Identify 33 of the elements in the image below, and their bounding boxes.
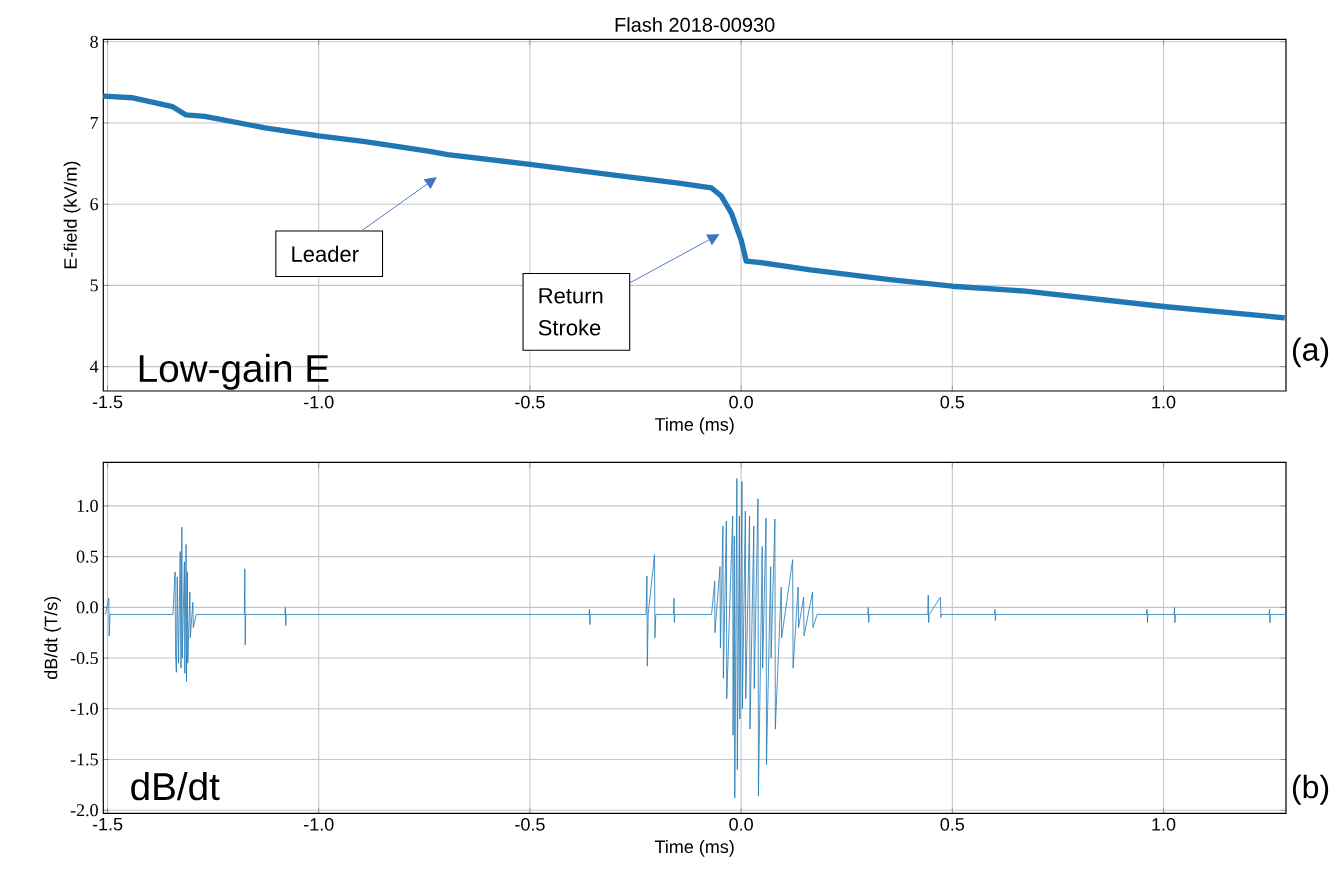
x-axis-title: Time (ms) [654, 839, 734, 857]
text: (b) [1292, 774, 1329, 805]
annotation: Return Stroke [538, 288, 603, 336]
x-tick-label: -0.5 [515, 817, 545, 831]
y-tick-label: -1.5 [70, 753, 98, 766]
text: (a) [1292, 337, 1329, 368]
y-tick-label: -1.0 [70, 702, 98, 715]
x-tick-label: 0.5 [940, 817, 965, 831]
x-tick-label: 1.0 [1152, 817, 1176, 831]
y-tick-label: 6 [90, 198, 99, 211]
annotation: dB/dt [131, 771, 220, 801]
annotation: Low-gain E [139, 353, 329, 390]
x-tick-label: -1.0 [304, 817, 334, 831]
x-tick-label: 0.0 [729, 395, 753, 409]
y-tick-label: 0.0 [76, 601, 98, 614]
x-tick-label: -0.5 [515, 395, 545, 409]
y-tick-label: -0.5 [70, 651, 98, 665]
y-tick-label: -2.0 [70, 804, 98, 817]
x-tick-label: -1.0 [304, 395, 334, 409]
y-tick-label: 7 [90, 117, 99, 129]
x-tick-label: 0.5 [940, 395, 965, 409]
y-tick-label: 4 [89, 360, 99, 373]
y-tick-label: 1.0 [77, 499, 98, 513]
y-tick-label: 8 [90, 35, 98, 48]
annotation: Leader [292, 245, 359, 262]
y-tick-label: 0.5 [76, 550, 98, 563]
chart-title: Flash 2018-00930 [615, 17, 775, 32]
x-axis-title: Time (ms) [654, 417, 734, 435]
x-tick-label: 1.0 [1152, 395, 1176, 409]
y-axis-title: dB/dt (T/s) [44, 596, 61, 680]
y-tick-label: 5 [90, 279, 98, 292]
x-tick-label: 0.0 [729, 817, 753, 831]
y-axis-title: E-field (kV/m) [63, 161, 81, 269]
